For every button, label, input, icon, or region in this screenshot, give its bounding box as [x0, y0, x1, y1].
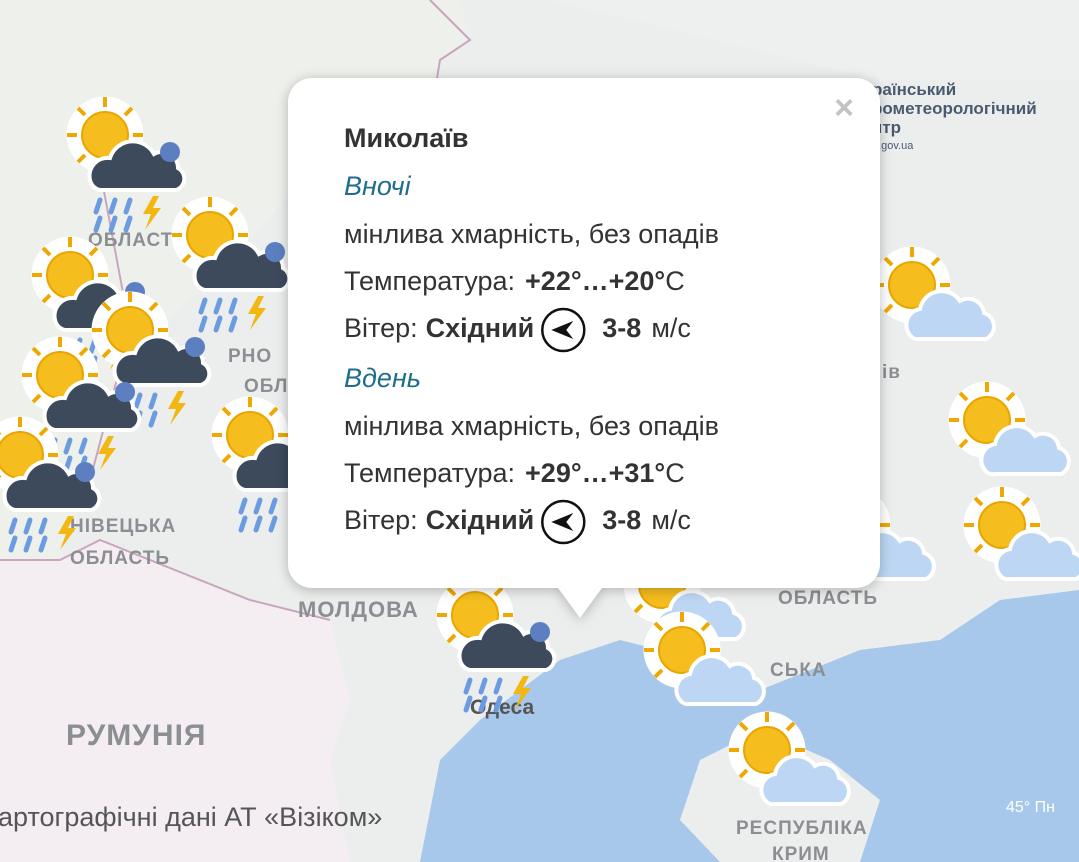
map-label: ОБЛАСТЬ [778, 588, 878, 609]
wind-part: Вітер: [344, 313, 418, 343]
close-button[interactable]: × [834, 89, 854, 127]
map-label: МОЛДОВА [298, 597, 419, 622]
wind: Вітер: Східний [344, 505, 534, 535]
map-label: СЬКА [770, 660, 827, 681]
temperature-part: Температура: [344, 266, 515, 296]
wind-direction: Східний [426, 505, 535, 535]
temperature-unit: С [665, 266, 685, 296]
wind-arrow-head [551, 321, 574, 339]
description: мінлива хмарність, без опадів [344, 219, 719, 249]
period-title: Вночі [344, 171, 412, 201]
popup-box [288, 78, 880, 618]
logo-text: рометеорологічний [872, 99, 1037, 118]
logo-text: раїнський [872, 80, 956, 99]
wind-unit: м/с [651, 313, 691, 343]
moldova-romania [0, 540, 350, 862]
map-label: ОБЛАСТЬ [88, 230, 188, 251]
temperature: Температура: +22°…+20°С [344, 266, 685, 296]
map-label: ОБЛ [244, 376, 288, 397]
description: мінлива хмарність, без опадів [344, 411, 719, 441]
wind: Вітер: Східний [344, 313, 534, 343]
logo-text: p.gov.ua [872, 140, 914, 152]
wind-speed: 3-8 м/с [602, 505, 691, 535]
land-north [550, 0, 1079, 80]
wind-speed: 3-8 м/с [602, 313, 691, 343]
wind-speed-value: 3-8 [602, 505, 641, 535]
wind-speed-value: 3-8 [602, 313, 641, 343]
temperature-part: Температура: [344, 458, 515, 488]
map-label: ОБЛАСТЬ [70, 548, 170, 569]
wind-direction: Східний [426, 313, 535, 343]
map-label: КРИМ [772, 844, 830, 862]
temperature-unit: С [665, 458, 685, 488]
popup: × Миколаїв Вночі мінлива хмарність, без о… [288, 78, 880, 618]
map-label: ів [882, 362, 901, 383]
period-title: Вдень [344, 363, 421, 393]
map-label: РУМУНІЯ [66, 719, 207, 752]
map-label: НІВЕЦЬКА [70, 516, 176, 537]
wind-unit: м/с [651, 505, 691, 535]
logo: раїнський рометеорологічний нтр p.gov.ua [872, 80, 1037, 152]
map-label: РНО [228, 346, 272, 367]
wind-arrow-head [551, 513, 574, 531]
wind-part: Вітер: [344, 505, 418, 535]
map-label: РЕСПУБЛІКА [736, 818, 868, 839]
temperature-value: +22°…+20° [525, 266, 665, 296]
latitude-label: 45° Пн [1006, 799, 1055, 816]
temperature: Температура: +29°…+31°С [344, 458, 685, 488]
city-name: Миколаїв [344, 123, 468, 153]
attribution: артографічні дані АТ «Візіком» [0, 802, 382, 832]
temperature-value: +29°…+31° [525, 458, 665, 488]
